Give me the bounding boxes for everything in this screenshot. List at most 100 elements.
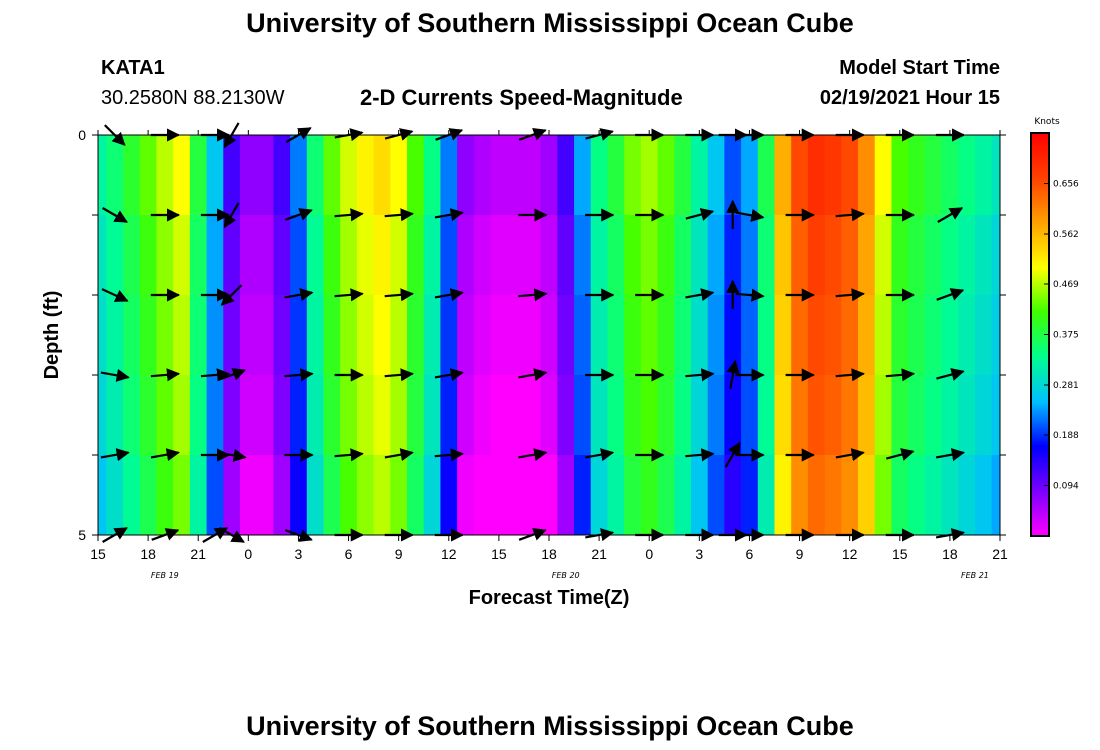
heatmap-cell bbox=[991, 135, 1000, 216]
x-tick-label: 18 bbox=[942, 546, 958, 562]
x-tick-label: 0 bbox=[645, 546, 653, 562]
heatmap-cell bbox=[290, 215, 308, 296]
heatmap-cell bbox=[707, 215, 725, 296]
heatmap-cell bbox=[824, 135, 842, 216]
y-axis-title: Depth (ft) bbox=[41, 291, 63, 380]
heatmap-cell bbox=[924, 295, 943, 376]
current-vector-arrow bbox=[150, 448, 180, 462]
x-tick-label: 15 bbox=[90, 546, 106, 562]
heatmap-cell bbox=[707, 375, 725, 456]
heatmap-cell bbox=[273, 455, 291, 535]
heatmap-cell bbox=[139, 295, 158, 376]
heatmap-cell bbox=[858, 375, 876, 456]
heatmap-cell bbox=[974, 455, 993, 535]
heatmap-cell bbox=[707, 455, 725, 535]
heatmap-cell bbox=[323, 375, 341, 456]
heatmap-cell bbox=[674, 215, 692, 296]
heatmap-cell bbox=[774, 455, 792, 535]
heatmap-cell bbox=[807, 295, 826, 376]
heatmap-cell bbox=[924, 215, 943, 296]
heatmap-cell bbox=[891, 295, 909, 376]
heatmap-cell bbox=[958, 295, 976, 376]
x-tick-label: 15 bbox=[491, 546, 507, 562]
current-vector-arrow bbox=[100, 368, 130, 382]
axes: 15 18 21 0 3 6 9 12 15 18 21 0 3 6 9 12 15 18 21 FEB 19 FEB … bbox=[78, 127, 1008, 580]
heatmap-cell bbox=[991, 295, 1000, 376]
current-vector-arrow bbox=[218, 368, 247, 381]
heatmap-cell bbox=[340, 135, 358, 216]
current-vector-arrow bbox=[724, 441, 741, 468]
heatmap-cell bbox=[457, 375, 475, 456]
heatmap-cell bbox=[356, 375, 375, 456]
heatmap-cell bbox=[557, 215, 575, 296]
heatmap-cell bbox=[674, 135, 692, 216]
heatmap-cell bbox=[173, 455, 191, 535]
current-vector-arrow bbox=[835, 448, 865, 462]
heatmap-cell bbox=[657, 375, 675, 456]
x-tick-label: 12 bbox=[441, 546, 457, 562]
heatmap-cell bbox=[390, 375, 408, 456]
date-label: FEB 21 bbox=[961, 571, 989, 580]
heatmap-cell bbox=[624, 375, 642, 456]
date-label: FEB 19 bbox=[151, 571, 179, 580]
heatmap-cell bbox=[189, 215, 208, 296]
heatmap-cell bbox=[189, 295, 208, 376]
current-vector-arrow bbox=[434, 448, 465, 462]
colorbar-tick-label: 0.281 bbox=[1053, 381, 1079, 391]
heatmap-cell bbox=[306, 215, 325, 296]
x-tick-label: 0 bbox=[244, 546, 252, 562]
heatmap-cell bbox=[206, 295, 224, 376]
heatmap-cell bbox=[490, 455, 508, 535]
heatmap-cell bbox=[858, 215, 876, 296]
heatmap-cell bbox=[290, 135, 308, 216]
heatmap-cell bbox=[640, 455, 659, 535]
heatmap-cell bbox=[490, 295, 508, 376]
heatmap-cell bbox=[974, 215, 993, 296]
heatmap-cell bbox=[574, 455, 592, 535]
heatmap-cell bbox=[340, 375, 358, 456]
heatmap-cell bbox=[690, 135, 709, 216]
heatmap-cell bbox=[707, 135, 725, 216]
heatmap-cell bbox=[306, 375, 325, 456]
heatmap-cell bbox=[423, 295, 442, 376]
heatmap-cell bbox=[540, 215, 558, 296]
x-tick-label: 18 bbox=[140, 546, 156, 562]
heatmap-cell bbox=[323, 135, 341, 216]
heatmap-cell bbox=[574, 375, 592, 456]
colorbar-unit: Knots bbox=[1034, 117, 1060, 127]
heatmap-cell bbox=[123, 375, 141, 456]
y-tick-label: 5 bbox=[78, 527, 86, 543]
heatmap-cell bbox=[590, 295, 609, 376]
heatmap-cell bbox=[557, 295, 575, 376]
heatmap-cell bbox=[757, 295, 776, 376]
heatmap-cell bbox=[941, 135, 959, 216]
heatmap-cell bbox=[741, 215, 759, 296]
heatmap-cell bbox=[407, 375, 425, 456]
heatmap-cell bbox=[189, 135, 208, 216]
heatmap-cell bbox=[974, 295, 993, 376]
heatmap-cell bbox=[791, 455, 809, 535]
current-vector-arrow bbox=[223, 202, 240, 229]
current-vector-arrow bbox=[835, 288, 865, 302]
heatmap-cell bbox=[473, 135, 492, 216]
heatmap-cell bbox=[824, 375, 842, 456]
current-vector-arrow bbox=[518, 448, 548, 462]
station-id: KATA1 bbox=[101, 57, 165, 79]
heatmap-cell bbox=[858, 135, 876, 216]
heatmap-cell bbox=[106, 215, 124, 296]
heatmap-cell bbox=[139, 135, 158, 216]
heatmap-cell bbox=[323, 295, 341, 376]
heatmap-cell bbox=[123, 455, 141, 535]
heatmap-cell bbox=[657, 215, 675, 296]
current-vector-arrow bbox=[685, 448, 715, 462]
heatmap-cell bbox=[473, 295, 492, 376]
heatmap-cell bbox=[557, 135, 575, 216]
heatmap-cell bbox=[590, 215, 609, 296]
heatmap-cell bbox=[874, 135, 893, 216]
heatmap-cell bbox=[373, 455, 391, 535]
heatmap-cell bbox=[607, 215, 625, 296]
heatmap-cell bbox=[156, 215, 174, 296]
heatmap-cell bbox=[607, 455, 625, 535]
heatmap-cell bbox=[741, 135, 759, 216]
